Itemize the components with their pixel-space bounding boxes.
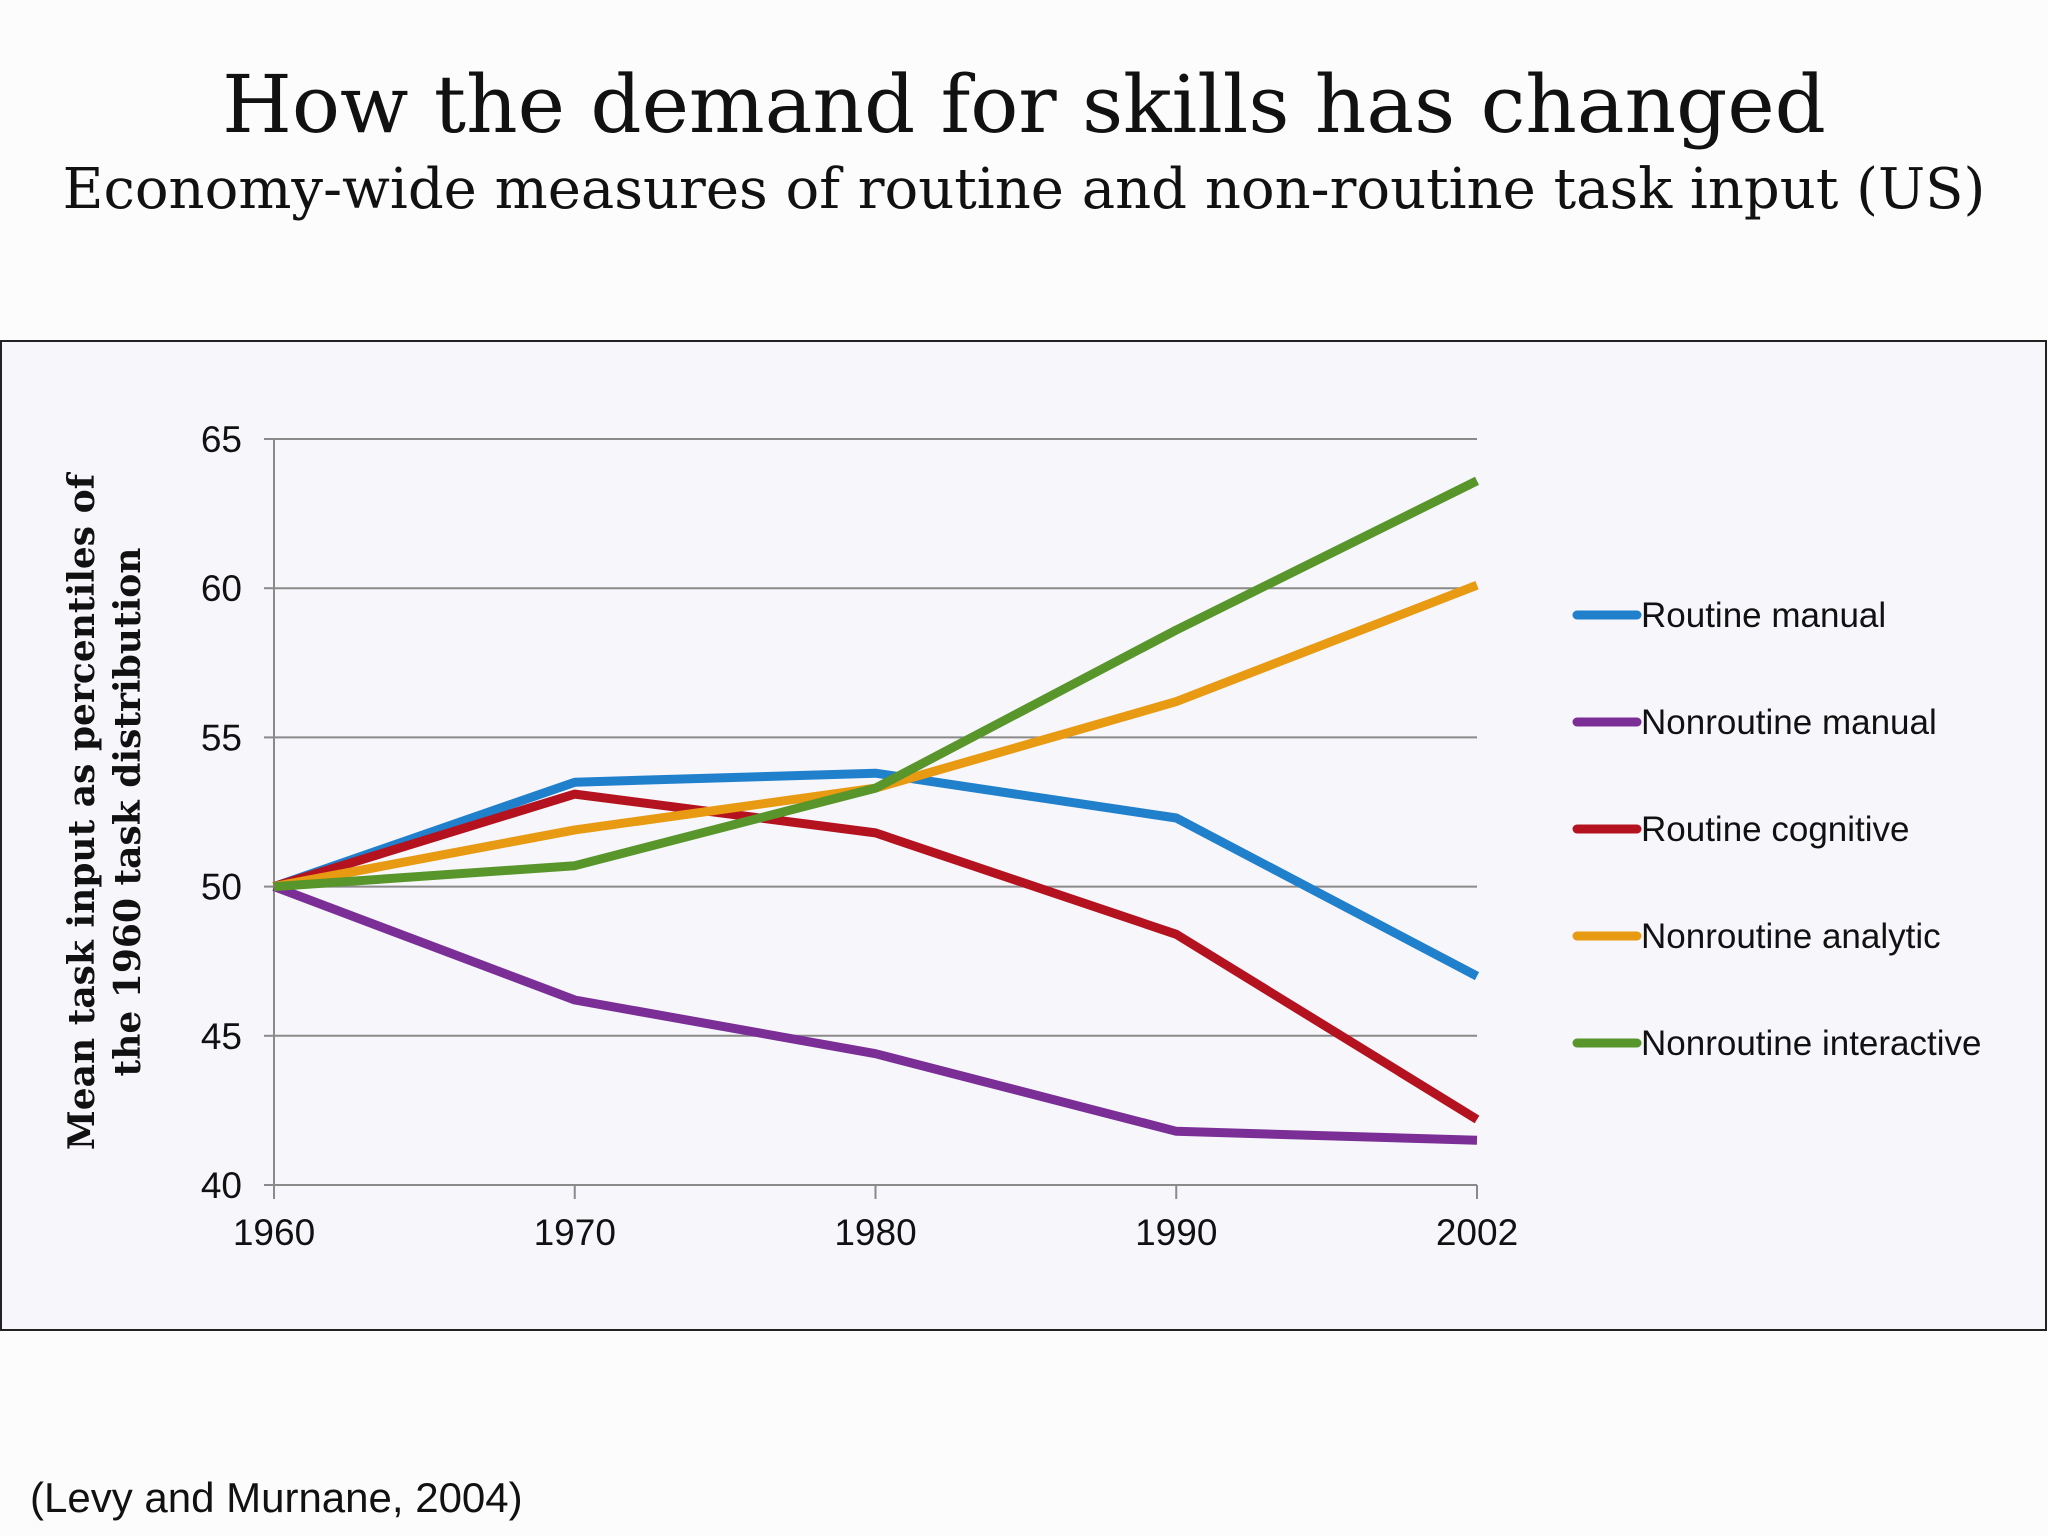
x-tick-label: 1970 [534,1212,616,1253]
x-tick-label: 1980 [834,1212,916,1253]
line-chart: 40 45 50 55 60 65 1960 1970 1980 1990 2002 Mean tas… [61,419,1981,1253]
series-line-nonroutine-analytic [273,581,1479,892]
x-tick-label: 1960 [233,1212,315,1253]
x-tick-label: 1990 [1135,1212,1217,1253]
y-tick-label: 65 [201,419,242,460]
chart-panel: 40 45 50 55 60 65 1960 1970 1980 1990 2002 Mean tas… [0,340,2047,1331]
series-line-routine-cognitive [272,789,1480,1124]
legend-label-routine-manual: Routine manual [1641,596,1886,635]
citation: (Levy and Murnane, 2004) [30,1474,523,1521]
slide-title: How the demand for skills has changed [222,58,1826,151]
legend-label-nonroutine-analytic: Nonroutine analytic [1641,917,1941,956]
series-line-routine-manual [272,768,1480,981]
series-line-nonroutine-manual [272,882,1478,1145]
legend-label-nonroutine-manual: Nonroutine manual [1641,703,1937,742]
y-tick-label: 60 [201,568,242,609]
series-line-nonroutine-interactive [273,476,1480,892]
y-tick-label: 45 [201,1016,242,1057]
y-tick-label: 40 [201,1165,242,1206]
x-tick-label: 2002 [1436,1212,1518,1253]
y-axis-label: Mean task input as percentiles of the 196… [61,471,149,1150]
slide-subtitle: Economy-wide measures of routine and non… [62,157,1986,222]
y-tick-label: 55 [201,717,242,758]
y-tick-label: 50 [201,867,242,908]
legend-label-routine-cognitive: Routine cognitive [1641,810,1910,849]
legend-label-nonroutine-interactive: Nonroutine interactive [1641,1024,1981,1063]
